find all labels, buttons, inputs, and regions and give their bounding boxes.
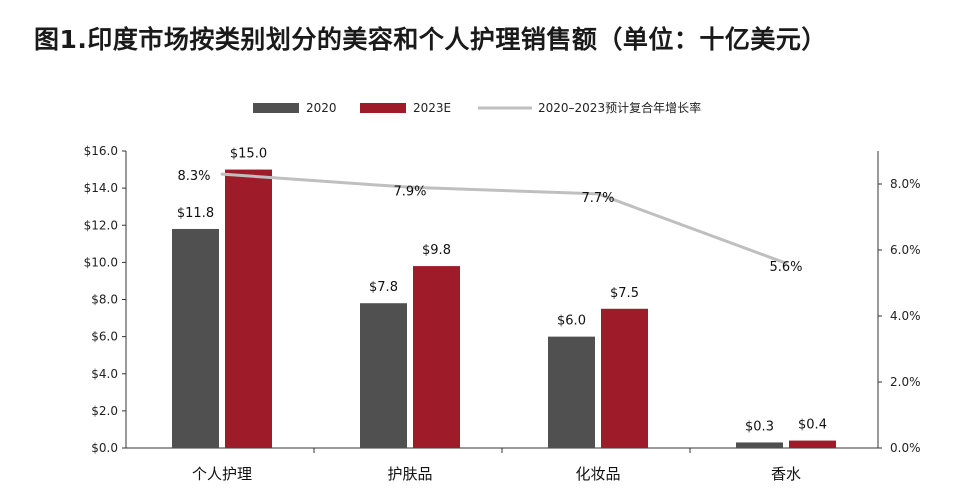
legend-label-2023e: 2023E xyxy=(413,101,451,115)
bar-value-label: $0.4 xyxy=(798,418,827,433)
x-category-label: 护肤品 xyxy=(387,465,432,483)
bar-value-label: $7.8 xyxy=(369,280,398,295)
y-left-tick-label: $0.0 xyxy=(91,441,118,455)
bar-2023E xyxy=(789,440,836,448)
y-left-tick-label: $6.0 xyxy=(91,330,118,344)
bar-2020 xyxy=(548,336,595,448)
y-left-tick-label: $2.0 xyxy=(91,404,118,418)
cagr-line xyxy=(220,172,788,265)
y-right-tick-label: 6.0% xyxy=(890,243,921,257)
bar-2023E xyxy=(225,169,272,448)
legend-label-2020: 2020 xyxy=(306,101,337,115)
cagr-point xyxy=(784,261,788,265)
bar-2020 xyxy=(360,303,407,448)
legend-label-cagr: 2020–2023预计复合年增长率 xyxy=(538,100,701,115)
legend-swatch-2023e xyxy=(360,103,406,113)
y-left-tick-label: $4.0 xyxy=(91,367,118,381)
cagr-value-label: 7.7% xyxy=(581,191,614,206)
cagr-point xyxy=(408,185,412,189)
legend: 2020 2023E 2020–2023预计复合年增长率 xyxy=(253,100,701,115)
x-category-label: 个人护理 xyxy=(192,465,252,483)
cagr-polyline xyxy=(221,172,787,265)
cagr-point xyxy=(220,172,224,176)
bar-2020 xyxy=(736,442,783,448)
y-right-tick-label: 8.0% xyxy=(890,177,921,191)
bar-2023E xyxy=(413,266,460,448)
y-left-tick-label: $10.0 xyxy=(84,255,118,269)
cagr-value-label: 8.3% xyxy=(177,169,210,184)
bar-value-label: $9.8 xyxy=(422,243,451,258)
cagr-point xyxy=(596,192,600,196)
bar-2023E xyxy=(601,308,648,448)
bar-2020 xyxy=(172,228,219,448)
x-category-label: 香水 xyxy=(771,465,801,483)
legend-swatch-2020 xyxy=(253,103,299,113)
y-left-tick-label: $14.0 xyxy=(84,181,118,195)
y-right-tick-label: 4.0% xyxy=(890,309,921,323)
bar-value-label: $7.5 xyxy=(610,286,639,301)
y-right-tick-label: 2.0% xyxy=(890,375,921,389)
y-left-tick-label: $8.0 xyxy=(91,293,118,307)
bars xyxy=(172,169,836,448)
y-right-tick-label: 0.0% xyxy=(890,441,921,455)
y-left-tick-label: $16.0 xyxy=(84,144,118,158)
x-category-label: 化妆品 xyxy=(575,465,620,483)
bar-value-label: $15.0 xyxy=(230,147,267,162)
cagr-value-label: 5.6% xyxy=(769,260,802,275)
axes: $0.0 $2.0 $4.0 $6.0 $8.0 $10.0 $12.0 $14.0 $16.0… xyxy=(84,144,921,483)
bar-value-label: $0.3 xyxy=(745,419,774,434)
data-labels: $11.8 $15.0 $7.8 $9.8 $6.0 $7.5 $0.3 $0.4 8.3% 7.… xyxy=(177,147,827,435)
bar-value-label: $6.0 xyxy=(557,314,586,329)
cagr-value-label: 7.9% xyxy=(393,184,426,199)
chart-title: 图1.印度市场按类别划分的美容和个人护理销售额（单位：十亿美元） xyxy=(34,25,827,54)
bar-value-label: $11.8 xyxy=(177,206,214,221)
y-left-tick-label: $12.0 xyxy=(84,218,118,232)
